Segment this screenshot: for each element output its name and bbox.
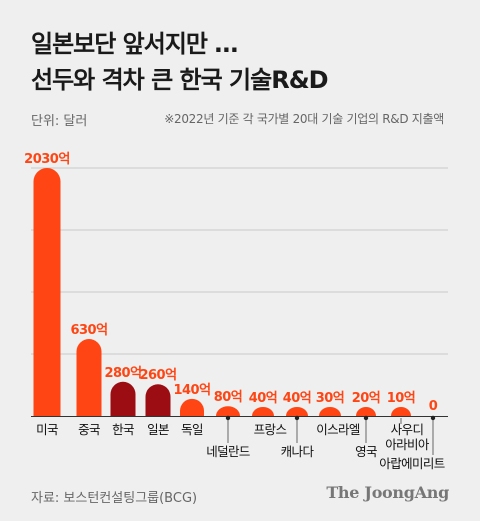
bar-9 <box>356 407 376 416</box>
source-label: 자료: 보스턴컨설팅그룹(BCG) <box>31 491 198 506</box>
publisher-logo: The JoongAng <box>326 483 449 502</box>
data-label-5: 80억 <box>214 390 243 405</box>
chart-note: ※2022년 기준 각 국가별 20대 기술 기업의 R&D 지출액 <box>164 112 444 126</box>
data-label-8: 30억 <box>316 391 345 406</box>
category-label-10-0: 사우디 <box>391 422 424 437</box>
bar-0 <box>33 168 61 416</box>
bar-10 <box>391 407 411 416</box>
bar-3 <box>145 384 171 416</box>
data-label-0: 2030억 <box>24 152 70 167</box>
data-label-4: 140억 <box>173 383 210 398</box>
bar-7 <box>286 407 308 416</box>
data-label-3: 260억 <box>139 368 176 383</box>
bar-2 <box>110 381 136 416</box>
category-label-0: 미국 <box>36 422 58 437</box>
data-label-2: 280억 <box>104 366 141 381</box>
category-label-11: 아랍에미리트 <box>379 456 445 471</box>
bar-5 <box>216 406 240 416</box>
leader-dot-5 <box>225 415 231 421</box>
unit-label: 단위: 달러 <box>31 114 88 129</box>
category-label-4: 독일 <box>181 422 203 437</box>
data-label-7: 40억 <box>283 391 312 406</box>
data-label-1: 630억 <box>70 323 107 338</box>
data-label-9: 20억 <box>352 391 381 406</box>
leader-dot-11 <box>430 415 436 421</box>
bar-8 <box>319 407 341 416</box>
bar-1 <box>76 339 102 416</box>
bar-6 <box>252 407 274 416</box>
title-line-1: 일본보단 앞서지만 … <box>31 30 238 58</box>
category-label-5: 네덜란드 <box>206 444 250 459</box>
category-label-10-1: 아라비아 <box>385 437 430 452</box>
category-label-1: 중국 <box>78 422 100 437</box>
data-label-11: 0 <box>429 399 438 414</box>
leader-dot-9 <box>363 415 369 421</box>
data-label-6: 40억 <box>249 391 278 406</box>
category-label-7: 캐나다 <box>281 444 315 459</box>
category-label-8: 이스라엘 <box>316 422 360 437</box>
category-label-2: 한국 <box>112 422 134 437</box>
chart-title: 일본보단 앞서지만 … 선두와 격차 큰 한국 기술R&D <box>31 26 329 98</box>
bar-4 <box>180 398 204 416</box>
category-label-6: 프랑스 <box>254 422 287 437</box>
data-label-10: 10억 <box>387 391 416 406</box>
category-label-3: 일본 <box>147 422 169 437</box>
leader-dot-7 <box>294 415 300 421</box>
category-label-9: 영국 <box>355 444 377 459</box>
title-line-2: 선두와 격차 큰 한국 기술R&D <box>31 66 329 94</box>
